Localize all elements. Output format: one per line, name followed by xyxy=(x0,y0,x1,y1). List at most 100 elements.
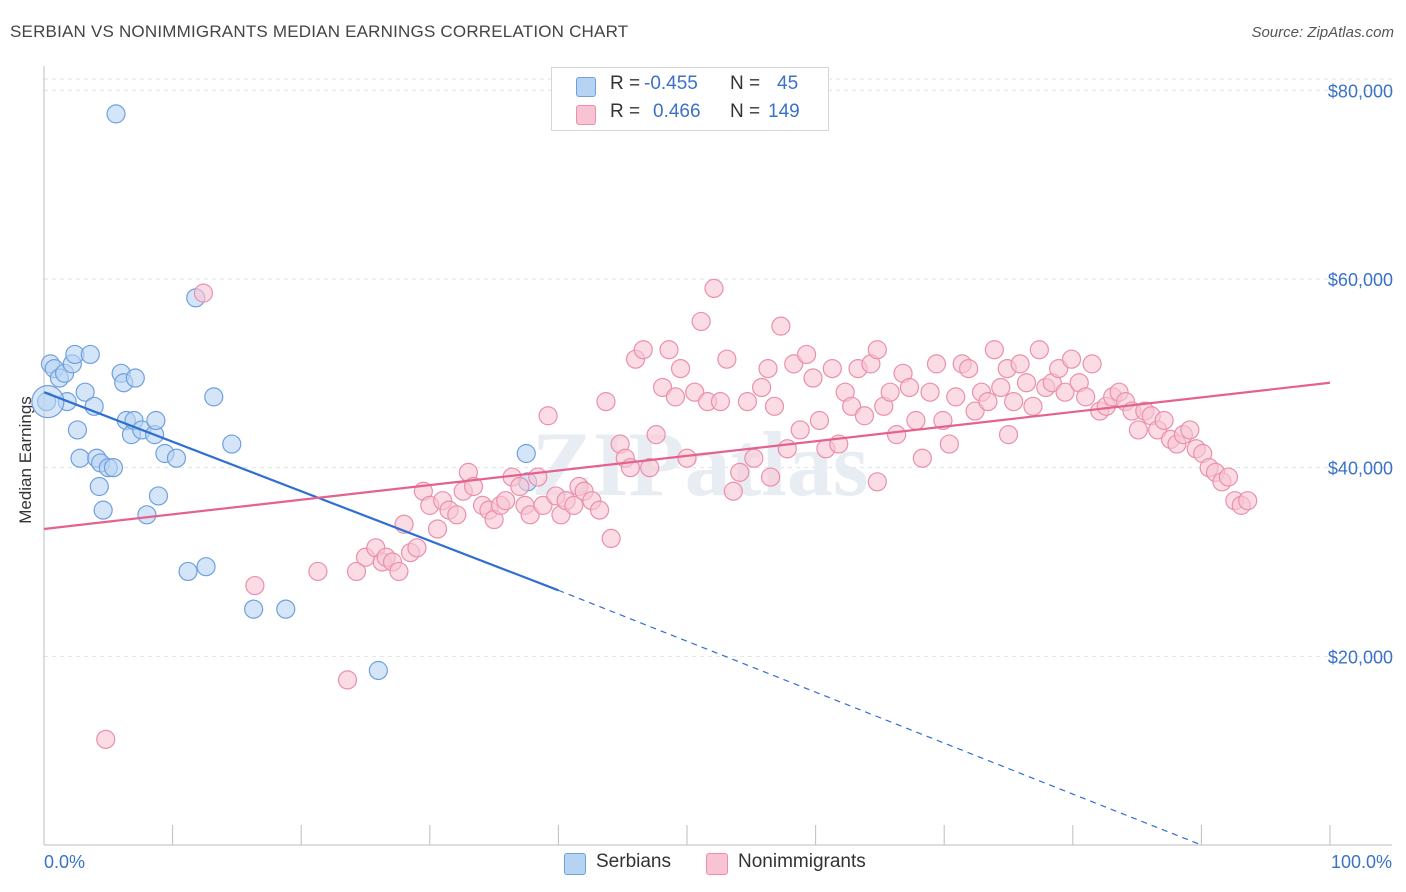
nonimmigrants-point xyxy=(670,358,691,379)
nonimmigrants-point xyxy=(790,420,810,440)
nonimmigrants-point xyxy=(984,340,1004,360)
serbians-point xyxy=(244,599,264,619)
nonimmigrants-point xyxy=(691,311,711,332)
nonimmigrants-point xyxy=(760,467,781,487)
serbians-point xyxy=(368,660,388,681)
nonimmigrants-point xyxy=(867,472,887,492)
serbians-swatch xyxy=(576,77,596,97)
serbians-point xyxy=(80,344,100,365)
nonimmigrants-point xyxy=(1180,420,1200,440)
nonimmigrants-r-value: 0.466 xyxy=(653,101,701,122)
nonimmigrants-point xyxy=(96,729,116,749)
serbians-n-label: N = xyxy=(730,73,761,94)
serbians-point xyxy=(103,458,124,478)
serbians-point xyxy=(125,368,145,388)
nonimmigrants-point xyxy=(899,377,920,398)
nonimmigrants-point xyxy=(346,561,367,582)
nonimmigrants-point xyxy=(538,406,558,426)
nonimmigrants-point xyxy=(646,425,666,445)
nonimmigrants-point xyxy=(677,448,697,468)
correlation-stats-box: R = -0.455 N = 45 R = 0.466 N = 149 xyxy=(551,67,829,131)
serbians-point xyxy=(148,486,169,506)
nonimmigrants-point xyxy=(1238,491,1258,511)
nonimmigrants-swatch xyxy=(576,105,596,125)
serbians-point xyxy=(93,500,113,520)
serbians-point xyxy=(222,434,242,454)
nonimmigrants-trend-line xyxy=(43,381,1331,531)
legend-label-nonimmigrants: Nonimmigrants xyxy=(738,851,866,872)
nonimmigrants-point xyxy=(959,358,979,379)
x-tick-label-min: 0.0% xyxy=(44,852,86,872)
nonimmigrants-point xyxy=(723,481,743,501)
x-tick-label-max: 100.0% xyxy=(1330,852,1392,872)
nonimmigrants-point xyxy=(1010,354,1030,374)
nonimmigrants-point xyxy=(1076,387,1096,407)
nonimmigrants-point xyxy=(965,401,985,421)
nonimmigrants-n-label: N = xyxy=(730,101,761,122)
nonimmigrants-point xyxy=(685,382,705,402)
nonimmigrants-point xyxy=(389,561,409,582)
chart-source: Source: ZipAtlas.com xyxy=(1251,24,1394,41)
axes xyxy=(43,66,1392,846)
nonimmigrants-point xyxy=(1029,340,1049,360)
nonimmigrants-point xyxy=(633,340,653,360)
nonimmigrants-point xyxy=(880,382,900,402)
stats-row-serbians: R = -0.455 N = 45 xyxy=(552,73,828,101)
nonimmigrants-point xyxy=(640,458,660,478)
nonimmigrants-point xyxy=(1082,354,1102,374)
stats-row-nonimmigrants: R = 0.466 N = 149 xyxy=(552,101,828,129)
y-tick-label: $80,000 xyxy=(1328,81,1393,101)
nonimmigrants-point xyxy=(784,354,804,374)
nonimmigrants-point xyxy=(528,467,548,487)
serbians-n-value: 45 xyxy=(777,73,799,94)
nonimmigrants-point xyxy=(193,283,214,303)
nonimmigrants-point xyxy=(1049,358,1069,379)
nonimmigrants-point xyxy=(758,358,778,379)
nonimmigrants-point xyxy=(589,500,610,520)
nonimmigrants-point xyxy=(596,392,616,412)
nonimmigrants-point xyxy=(1154,410,1174,431)
nonimmigrants-point xyxy=(710,392,731,412)
nonimmigrants-point xyxy=(337,670,358,690)
serbians-point xyxy=(166,448,187,468)
nonimmigrants-point xyxy=(427,519,448,539)
y-tick-label: $20,000 xyxy=(1328,647,1393,667)
nonimmigrants-point xyxy=(1016,373,1037,393)
nonimmigrants-point xyxy=(245,575,265,596)
nonimmigrants-point xyxy=(933,410,953,431)
nonimmigrants-point xyxy=(730,462,750,482)
nonimmigrants-point xyxy=(463,476,484,497)
nonimmigrants-point xyxy=(803,368,823,388)
legend: Serbians Nonimmigrants xyxy=(0,851,1406,877)
nonimmigrants-point xyxy=(939,434,959,454)
nonimmigrants-point xyxy=(704,278,724,299)
nonimmigrants-point xyxy=(1061,349,1082,369)
serbians-point xyxy=(106,104,126,124)
serbians-point xyxy=(137,505,157,525)
grid-lines xyxy=(44,78,1392,657)
serbians-point xyxy=(75,382,95,402)
nonimmigrants-point xyxy=(777,439,797,459)
nonimmigrants-point xyxy=(601,528,621,549)
chart-title: SERBIAN VS NONIMMIGRANTS MEDIAN EARNINGS… xyxy=(10,22,629,41)
serbians-point xyxy=(67,420,88,440)
nonimmigrants-point xyxy=(867,340,887,360)
serbians-r-label: R = xyxy=(610,73,641,94)
y-tick-label: $60,000 xyxy=(1328,270,1393,290)
y-tick-labels: $20,000 $40,000 $60,000 $80,000 xyxy=(1328,81,1393,667)
y-tick-label: $40,000 xyxy=(1328,459,1393,479)
nonimmigrants-point xyxy=(998,425,1019,445)
nonimmigrants-point xyxy=(652,377,673,398)
nonimmigrants-point xyxy=(978,392,998,412)
nonimmigrants-point xyxy=(912,448,932,468)
nonimmigrants-point xyxy=(822,358,842,379)
nonimmigrants-point xyxy=(946,387,966,407)
serbians-trend-extension xyxy=(558,589,1202,846)
nonimmigrants-point xyxy=(854,406,875,426)
nonimmigrants-point xyxy=(496,491,516,511)
nonimmigrants-point xyxy=(842,396,862,416)
nonimmigrants-n-value: 149 xyxy=(768,101,800,122)
nonimmigrants-point xyxy=(533,495,553,515)
nonimmigrants-point xyxy=(887,425,907,445)
legend-swatch-serbians xyxy=(564,853,586,875)
